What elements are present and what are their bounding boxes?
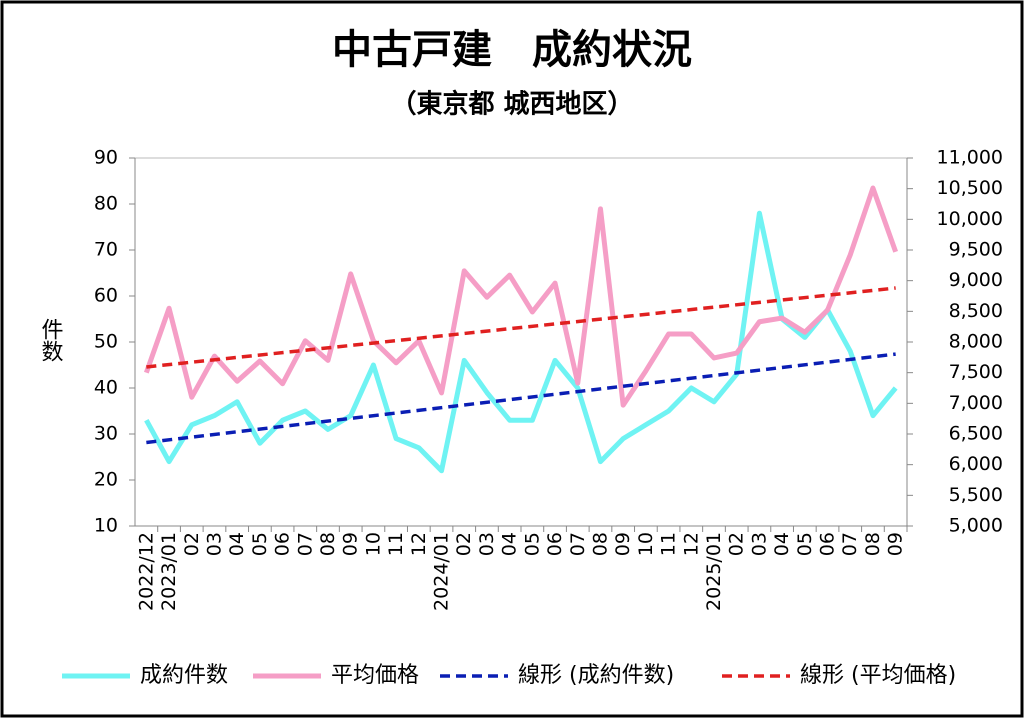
y-axis-label: 件数 [38, 318, 64, 362]
x-tick-label: 05 [249, 532, 271, 556]
y2-tick-label: 9,500 [949, 239, 1003, 261]
x-tick-label: 05 [794, 532, 816, 556]
y2-tick-label: 11,000 [937, 147, 1003, 169]
x-tick-label: 12 [408, 532, 430, 556]
y-tick-label: 30 [94, 423, 118, 445]
legend-label: 線形 (成約件数) [518, 663, 674, 688]
x-tick-label: 2023/01 [158, 532, 180, 611]
y2-tick-label: 7,500 [949, 361, 1003, 383]
x-tick-label: 08 [589, 532, 611, 556]
x-tick-label: 09 [885, 532, 907, 556]
x-tick-label: 10 [362, 532, 384, 556]
x-tick-label: 2025/01 [703, 532, 725, 611]
trend-line [146, 286, 896, 369]
y-tick-label: 90 [94, 147, 118, 169]
x-tick-label: 04 [499, 532, 521, 556]
x-tick-label: 08 [317, 532, 339, 556]
x-tick-label: 02 [726, 532, 748, 556]
x-tick-label: 04 [771, 532, 793, 556]
series-line [143, 185, 899, 408]
x-tick-label: 11 [658, 532, 680, 556]
y-tick-label: 20 [94, 469, 118, 491]
y-tick-label: 50 [94, 331, 118, 353]
y2-tick-label: 7,000 [949, 392, 1003, 414]
x-tick-label: 08 [862, 532, 884, 556]
x-tick-label: 07 [294, 532, 316, 556]
x-tick-label: 06 [544, 532, 566, 556]
x-tick-label: 09 [612, 532, 634, 556]
x-tick-label: 2022/12 [135, 532, 157, 611]
x-tick-label: 10 [635, 532, 657, 556]
x-tick-label: 03 [203, 532, 225, 556]
x-tick-label: 07 [567, 532, 589, 556]
trend-line [146, 352, 896, 445]
x-tick-label: 02 [181, 532, 203, 556]
y2-tick-label: 9,000 [949, 269, 1003, 291]
x-tick-label: 02 [453, 532, 475, 556]
y2-tick-label: 5,500 [949, 484, 1003, 506]
x-tick-label: 06 [272, 532, 294, 556]
legend-label: 平均価格 [331, 663, 419, 688]
y2-tick-label: 10,000 [937, 208, 1003, 230]
x-tick-label: 05 [521, 532, 543, 556]
y2-tick-label: 6,500 [949, 423, 1003, 445]
x-tick-label: 2024/01 [431, 532, 453, 611]
x-tick-label: 11 [385, 532, 407, 556]
y-tick-label: 10 [94, 515, 118, 537]
x-tick-label: 09 [340, 532, 362, 556]
x-tick-label: 12 [680, 532, 702, 556]
y2-tick-label: 10,500 [937, 177, 1003, 199]
x-tick-label: 03 [748, 532, 770, 556]
y-tick-label: 80 [94, 193, 118, 215]
y-tick-label: 70 [94, 239, 118, 261]
y2-tick-label: 8,500 [949, 300, 1003, 322]
y-tick-label: 60 [94, 285, 118, 307]
x-tick-label: 03 [476, 532, 498, 556]
x-tick-label: 07 [839, 532, 861, 556]
y2-tick-label: 8,000 [949, 331, 1003, 353]
y2-tick-label: 6,000 [949, 453, 1003, 475]
y-tick-label: 40 [94, 377, 118, 399]
series-line [144, 210, 898, 474]
legend-label: 成約件数 [140, 663, 228, 688]
legend-label: 線形 (平均価格) [800, 663, 956, 688]
chart-subtitle: （東京都 城西地区） [390, 89, 633, 120]
x-tick-label: 06 [817, 532, 839, 556]
chart-title: 中古戸建 成約状況 [332, 27, 692, 73]
y2-tick-label: 5,000 [949, 515, 1003, 537]
x-tick-label: 04 [226, 532, 248, 556]
